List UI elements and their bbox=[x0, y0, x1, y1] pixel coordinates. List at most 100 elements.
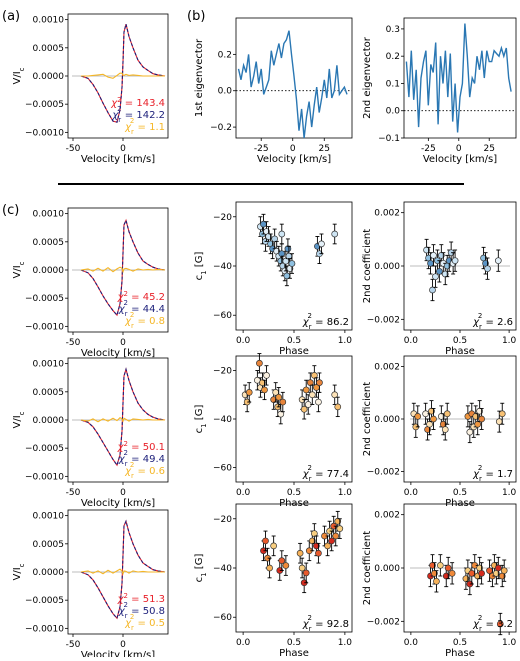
x-tick-label: -25 bbox=[421, 144, 436, 154]
data-point bbox=[332, 532, 340, 540]
y-tick-label: −60 bbox=[213, 613, 232, 623]
y-tick-label: 0.0000 bbox=[33, 72, 65, 82]
x-tick-label: 0.5 bbox=[453, 638, 467, 648]
chi-annotation: χ2 = 45.2 bbox=[117, 290, 165, 303]
y-tick-label: 0.2 bbox=[386, 52, 400, 62]
y-axis-label: c1 [G] bbox=[194, 405, 208, 434]
series-line-orange bbox=[80, 568, 165, 576]
y-tick-label: −60 bbox=[213, 463, 232, 473]
plot-frame bbox=[235, 355, 353, 483]
data-point bbox=[263, 372, 270, 379]
y-tick-label: −0.002 bbox=[367, 468, 400, 478]
chi-statistic: χr2 = 2.6 bbox=[472, 312, 513, 331]
x-tick-label: 0.0 bbox=[404, 336, 419, 346]
y-tick-label: −0.1 bbox=[378, 134, 400, 144]
series-line-blue bbox=[405, 23, 512, 133]
data-point bbox=[484, 265, 491, 273]
chi-statistic: χr2 = 92.8 bbox=[302, 614, 349, 633]
chi-annotation: χ2 = 51.3 bbox=[117, 592, 165, 605]
data-point bbox=[311, 530, 318, 537]
data-point bbox=[324, 542, 331, 550]
x-tick-label: 0 bbox=[120, 144, 126, 154]
chart-c2-stokes: 0.0010 0.0005 0.0000 −0.0005 −0.0010-50 0Velo… bbox=[12, 357, 169, 509]
x-tick-label: 25 bbox=[483, 144, 494, 154]
x-tick-label: 0.0 bbox=[236, 638, 251, 648]
y-axis-label: 2nd eigenvector bbox=[362, 36, 373, 119]
data-point bbox=[444, 564, 452, 572]
x-axis-label: Phase bbox=[445, 346, 475, 357]
data-point bbox=[334, 403, 342, 411]
y-tick-label: −0.0005 bbox=[25, 100, 64, 110]
x-tick-label: 0.5 bbox=[287, 638, 301, 648]
data-point bbox=[414, 413, 422, 420]
data-point bbox=[478, 415, 485, 423]
data-point bbox=[278, 557, 286, 564]
y-tick-label: −40 bbox=[213, 415, 232, 425]
data-point bbox=[311, 372, 318, 379]
data-point bbox=[318, 240, 325, 248]
y-axis-label: 2nd coefficient bbox=[362, 531, 373, 605]
chart-c3-c1: −20 −40 −60 0.0 0.5 1.0 Phase c1 [G] χr2 = 92.8 bbox=[194, 503, 353, 659]
data-point bbox=[437, 561, 444, 569]
data-point bbox=[436, 267, 443, 275]
data-point bbox=[259, 379, 266, 387]
y-tick-label: −0.002 bbox=[367, 315, 400, 325]
y-tick-label: −0.002 bbox=[367, 617, 400, 627]
y-tick-label: 0.0000 bbox=[33, 416, 65, 426]
data-point bbox=[282, 562, 290, 569]
data-point bbox=[495, 418, 503, 425]
y-tick-label: 0.3 bbox=[386, 25, 400, 35]
x-axis-label: Phase bbox=[445, 498, 475, 509]
series-line-navy bbox=[80, 519, 166, 620]
y-tick-label: −0.0010 bbox=[25, 472, 64, 482]
series-line-navy bbox=[80, 367, 166, 467]
chi-annotation: χr2 = 0.6 bbox=[124, 461, 165, 480]
y-tick-label: 0.0010 bbox=[33, 210, 65, 220]
y-tick-label: 0.0010 bbox=[33, 512, 65, 522]
panel-label-a: (a) bbox=[2, 9, 20, 24]
x-axis-label: Phase bbox=[279, 648, 309, 657]
data-point bbox=[498, 410, 506, 418]
data-point bbox=[466, 428, 474, 436]
x-axis-label: Velocity [km/s] bbox=[81, 154, 155, 165]
chi-annotation: χr2 = 142.2 bbox=[111, 105, 165, 124]
data-point bbox=[315, 549, 322, 557]
panel-label-b: (b) bbox=[187, 9, 205, 24]
x-tick-label: 0 bbox=[290, 144, 296, 154]
data-point bbox=[296, 549, 304, 557]
data-point bbox=[313, 542, 320, 550]
x-tick-label: 0.5 bbox=[287, 488, 301, 498]
y-tick-label: −20 bbox=[213, 367, 232, 377]
x-tick-label: 1.0 bbox=[502, 336, 517, 346]
data-point bbox=[468, 569, 476, 577]
data-point bbox=[494, 564, 502, 572]
x-tick-label: 0.0 bbox=[236, 488, 251, 498]
y-tick-label: 0.0005 bbox=[33, 238, 65, 248]
data-point bbox=[302, 386, 310, 394]
data-point bbox=[256, 359, 263, 367]
y-tick-label: −0.0005 bbox=[25, 444, 64, 454]
x-tick-label: 1.0 bbox=[502, 638, 517, 648]
y-tick-label: −0.0005 bbox=[25, 294, 64, 304]
x-tick-label: 1.0 bbox=[338, 488, 353, 498]
series-line-navy bbox=[80, 23, 166, 123]
chart-c2-c1: −20 −40 −60 0.0 0.5 1.0 Phase c1 [G] χr2 = 77.4 bbox=[194, 353, 353, 509]
data-point bbox=[261, 386, 268, 394]
y-tick-label: 0.0 bbox=[218, 87, 233, 97]
series-line-orange bbox=[81, 72, 165, 79]
chart-c3-stokes: 0.0010 0.0005 0.0000 −0.0005 −0.0010-50 0Velo… bbox=[12, 509, 169, 661]
y-axis-label: 2nd coefficient bbox=[362, 382, 373, 456]
chi-annotation: χr2 = 49.4 bbox=[118, 449, 165, 468]
x-tick-label: -50 bbox=[66, 338, 81, 348]
chi-annotation: χ2 = 50.1 bbox=[117, 440, 165, 453]
chi-statistic: χr2 = 77.4 bbox=[302, 464, 349, 483]
chi-statistic: χr2 = 86.2 bbox=[302, 312, 349, 331]
data-point bbox=[262, 537, 269, 545]
y-tick-label: −0.0010 bbox=[25, 624, 64, 634]
x-tick-label: 0.0 bbox=[404, 488, 419, 498]
y-tick-label: 0.002 bbox=[374, 363, 400, 373]
data-point bbox=[315, 398, 322, 406]
